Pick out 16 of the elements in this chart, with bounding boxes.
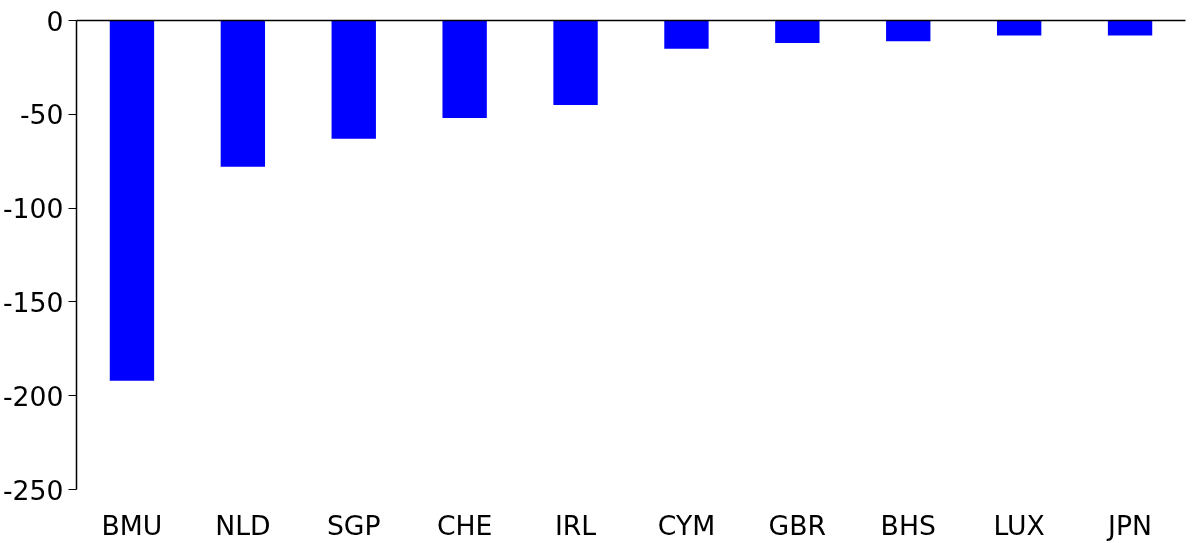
x-tick-label: NLD xyxy=(215,509,271,541)
x-tick-label: SGP xyxy=(326,509,381,541)
y-tick-label: -250 xyxy=(3,474,64,506)
y-tick-label: -100 xyxy=(3,193,64,225)
y-tick-label: -50 xyxy=(19,99,64,131)
y-tick-label: -200 xyxy=(3,380,64,412)
y-tick-label: 0 xyxy=(46,5,64,37)
x-tick-label: BHS xyxy=(880,509,936,541)
y-tick-label: -150 xyxy=(3,286,64,318)
x-tick-label: IRL xyxy=(554,509,597,541)
x-tick-label: LUX xyxy=(993,509,1045,541)
x-tick-label: JPN xyxy=(1106,509,1152,541)
x-tick-label: CHE xyxy=(436,509,493,541)
x-tick-label: GBR xyxy=(768,509,827,541)
x-tick-label: BMU xyxy=(101,509,163,541)
x-tick-label: CYM xyxy=(657,509,716,541)
